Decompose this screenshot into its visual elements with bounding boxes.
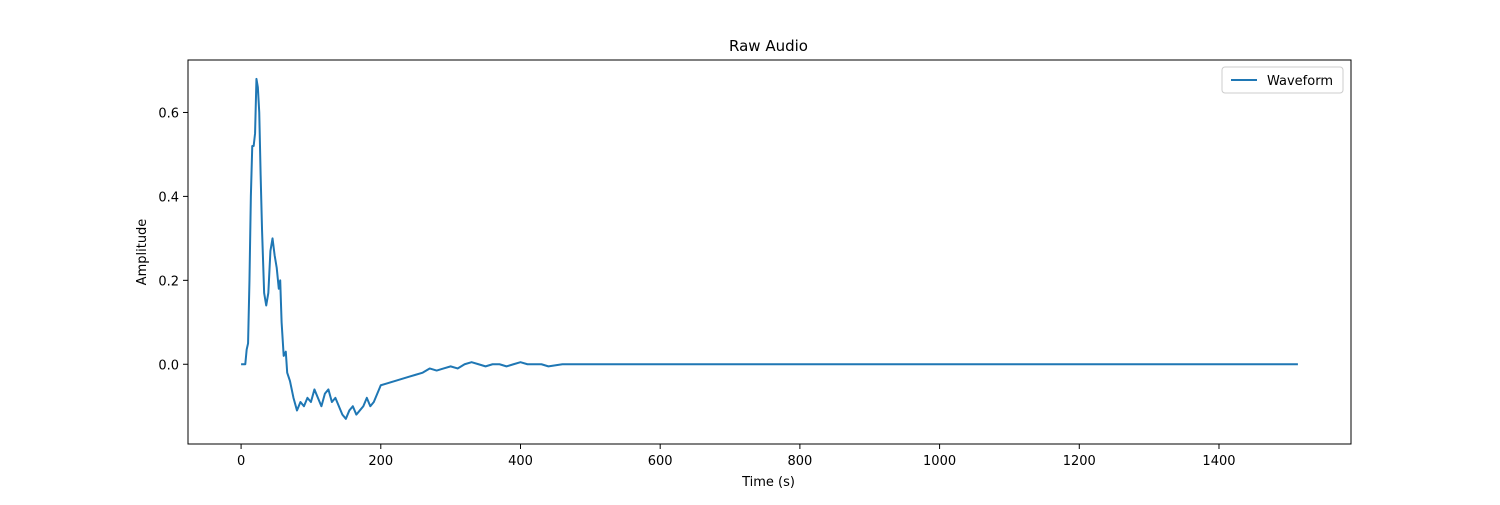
legend-box <box>1221 66 1344 94</box>
x-tick-label: 1000 <box>923 454 956 469</box>
y-tick-label: 0.4 <box>158 190 179 205</box>
x-tick-label: 1400 <box>1202 454 1235 469</box>
series-line-waveform <box>241 77 1298 420</box>
chart-title: Raw Audio <box>729 37 808 55</box>
x-tick-label: 800 <box>787 454 812 469</box>
x-tick-label: 200 <box>368 454 393 469</box>
y-tick-label: 0.6 <box>158 106 179 121</box>
y-axis-label: Amplitude <box>135 219 150 286</box>
y-tick-label: 0.0 <box>158 358 179 373</box>
y-tick-label: 0.2 <box>158 274 179 289</box>
axes-frame <box>187 59 1352 445</box>
x-axis-ticks: 0 200 400 600 800 1000 1200 1400 <box>237 444 1236 469</box>
y-axis-ticks: 0.0 0.2 0.4 0.6 <box>158 106 188 373</box>
x-axis-label: Time (s) <box>741 475 795 490</box>
x-tick-label: 1200 <box>1063 454 1096 469</box>
legend: Waveform <box>1221 66 1344 94</box>
x-tick-label: 600 <box>648 454 673 469</box>
legend-label-waveform: Waveform <box>1267 74 1333 89</box>
x-tick-label: 0 <box>237 454 245 469</box>
x-tick-label: 400 <box>508 454 533 469</box>
plot-area <box>241 77 1298 420</box>
